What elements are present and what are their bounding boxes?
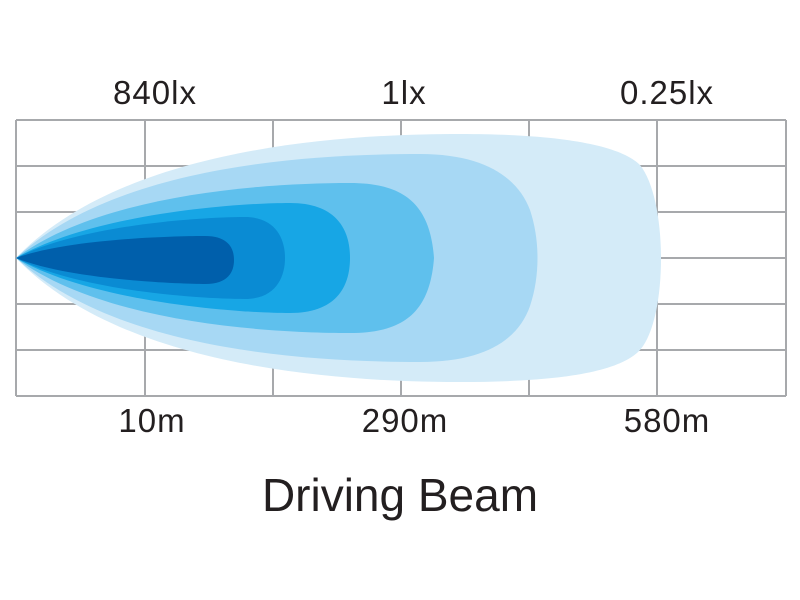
distance-label-2: 290m	[361, 402, 449, 439]
beam-pattern	[16, 134, 661, 382]
beam-level-6	[16, 236, 234, 284]
lux-label-1: 840lx	[113, 74, 197, 111]
lux-label-3: 0.25lx	[619, 74, 715, 111]
diagram-title: Driving Beam	[261, 469, 539, 521]
distance-label-1: 10m	[118, 402, 186, 439]
distance-label-3: 580m	[623, 402, 711, 439]
lux-label-2: 1lx	[381, 74, 427, 111]
